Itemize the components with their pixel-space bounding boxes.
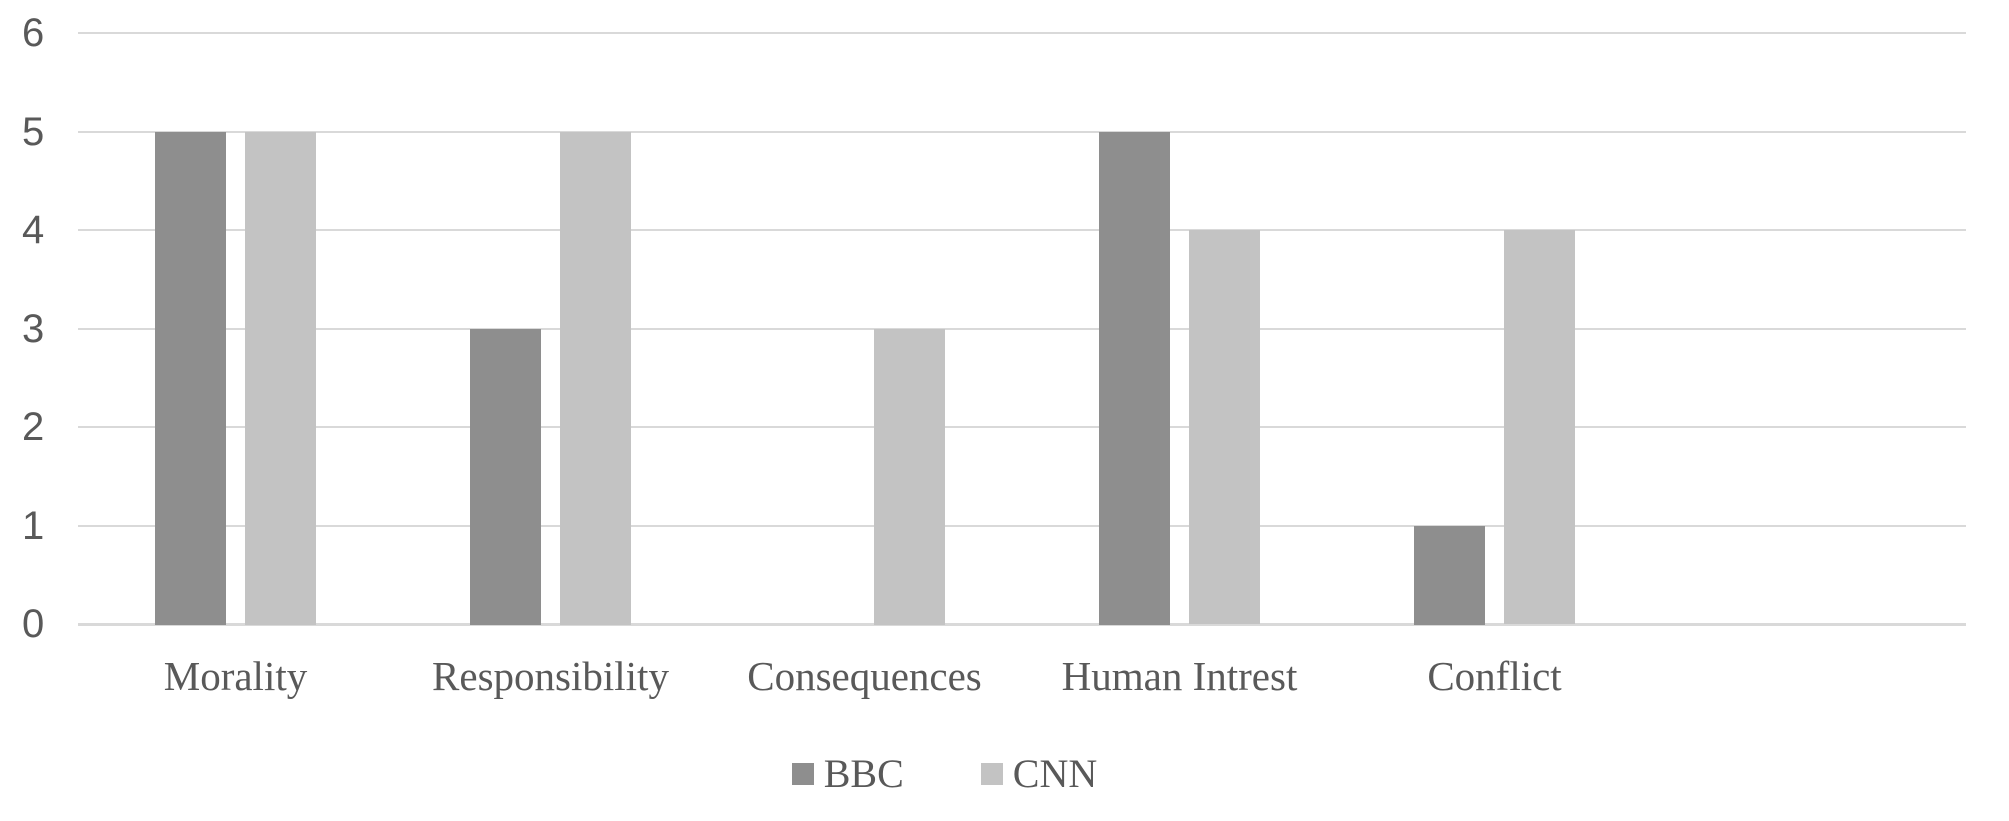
y-tick-label-4: 4 <box>22 208 45 252</box>
gridline-y-2 <box>78 426 1966 428</box>
x-category-label-conflict: Conflict <box>1427 653 1562 699</box>
x-category-label-consequences: Consequences <box>747 653 982 699</box>
gridline-y-0 <box>78 623 1966 626</box>
gridline-y-5 <box>78 130 1966 133</box>
legend: BBC CNN <box>0 750 1889 798</box>
y-tick-label-2: 2 <box>22 405 45 449</box>
bar-cnn-conflict <box>1504 230 1575 624</box>
legend-item-bbc: BBC <box>791 750 904 798</box>
legend-swatch-bbc-icon <box>791 763 814 785</box>
legend-swatch-cnn-icon <box>980 763 1003 785</box>
legend-label-cnn: CNN <box>1012 751 1098 796</box>
gridline-y-3 <box>78 327 1966 330</box>
bar-bbc-responsibility <box>470 329 541 625</box>
gridline-y-4 <box>78 229 1966 231</box>
y-tick-label-0: 0 <box>22 602 45 646</box>
bar-cnn-human-intrest <box>1189 230 1260 624</box>
x-category-label-responsibility: Responsibility <box>432 653 669 699</box>
gridline-y-6 <box>78 32 1966 34</box>
bar-bbc-morality <box>155 132 226 625</box>
y-tick-label-1: 1 <box>22 503 45 548</box>
legend-label-bbc: BBC <box>823 751 904 796</box>
bar-cnn-consequences <box>874 329 945 625</box>
bar-bbc-conflict <box>1414 526 1485 625</box>
bar-bbc-human-intrest <box>1099 132 1170 625</box>
bar-cnn-morality <box>245 132 316 625</box>
y-tick-label-5: 5 <box>22 109 45 154</box>
y-tick-label-6: 6 <box>22 11 45 55</box>
legend-item-cnn: CNN <box>980 750 1098 798</box>
x-category-label-morality: Morality <box>163 653 308 699</box>
y-tick-label-3: 3 <box>22 306 45 351</box>
bar-cnn-responsibility <box>560 132 631 625</box>
x-category-label-human-intrest: Human Intrest <box>1061 653 1298 699</box>
gridline-y-1 <box>78 524 1966 527</box>
